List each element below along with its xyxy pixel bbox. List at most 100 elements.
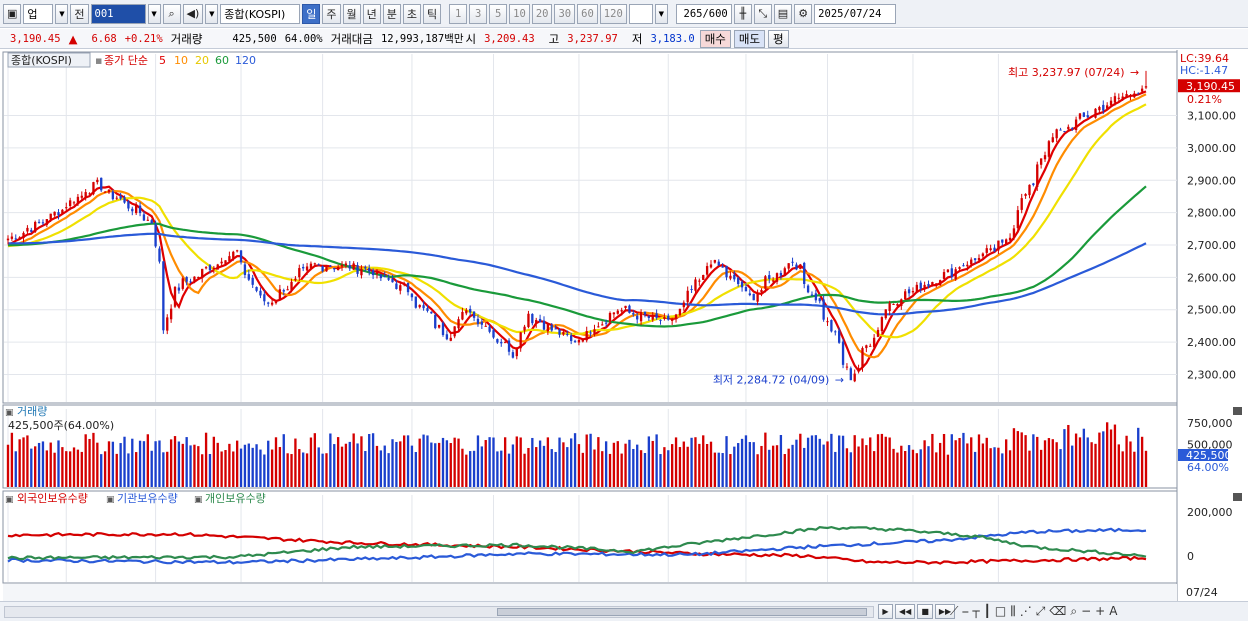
box-tool-icon[interactable]: □ bbox=[994, 604, 1007, 618]
candle-body bbox=[402, 283, 406, 285]
period-month-tab[interactable]: 월 bbox=[342, 3, 361, 24]
line-tool-icon[interactable]: ⟋ bbox=[950, 604, 959, 618]
candle-body bbox=[670, 319, 674, 321]
volume-bar bbox=[127, 453, 130, 487]
minute-option-30[interactable]: 30 bbox=[554, 3, 576, 24]
fast-forward-icon[interactable]: ▶▶ bbox=[934, 604, 956, 619]
index-code-input[interactable]: 001 bbox=[90, 3, 146, 24]
candle-body bbox=[834, 331, 837, 333]
period-day-tab[interactable]: 일 bbox=[302, 3, 321, 24]
volume-close-icon[interactable] bbox=[1233, 407, 1242, 415]
price-panel-frame bbox=[2, 51, 1178, 404]
volume-bar bbox=[177, 441, 181, 487]
date-input[interactable]: 2025/07/24 bbox=[814, 3, 897, 24]
trend-tool-icon[interactable]: ⎯ bbox=[962, 604, 969, 618]
period-week-tab[interactable]: 주 bbox=[322, 3, 341, 24]
speaker-icon[interactable]: ◀) bbox=[182, 3, 204, 24]
period-year-tab[interactable]: 년 bbox=[362, 3, 381, 24]
candle-body bbox=[993, 247, 996, 252]
candle-type-icon[interactable]: ╫ bbox=[733, 3, 752, 24]
stop-icon[interactable]: ■ bbox=[917, 604, 933, 619]
candle-body bbox=[406, 282, 410, 293]
volume-bar bbox=[135, 452, 138, 487]
volume-bar bbox=[100, 454, 103, 487]
volume-bar bbox=[845, 448, 849, 487]
scrollbar-thumb[interactable] bbox=[497, 608, 867, 616]
volume-bar bbox=[1051, 439, 1054, 487]
zoom-in-icon[interactable]: + bbox=[1095, 604, 1106, 618]
sell-button[interactable]: 매도 bbox=[733, 29, 766, 48]
candle-body bbox=[581, 339, 584, 342]
minute-option-120[interactable]: 120 bbox=[599, 3, 627, 24]
market-type-dropdown-icon[interactable]: ▼ bbox=[55, 3, 69, 24]
buy-button[interactable]: 매수 bbox=[699, 29, 731, 48]
market-type-select[interactable]: 업 bbox=[23, 3, 54, 24]
volume-bar bbox=[278, 447, 282, 487]
hline-tool-icon[interactable]: ┬ bbox=[972, 604, 980, 618]
scroll-right-icon[interactable]: ▶ bbox=[878, 604, 893, 619]
holdings-close-icon[interactable] bbox=[1233, 493, 1242, 501]
minute-option-10[interactable]: 10 bbox=[509, 3, 530, 24]
candle-body bbox=[57, 212, 60, 216]
zoom-icon[interactable]: ⌕ bbox=[1070, 604, 1078, 618]
volume-bar bbox=[360, 436, 363, 487]
save-icon[interactable]: ▤ bbox=[773, 3, 793, 24]
code-dropdown-icon[interactable]: ▼ bbox=[147, 3, 161, 24]
low-arrow-icon: → bbox=[835, 373, 844, 386]
chart-window-icon[interactable]: ▣ bbox=[3, 3, 22, 24]
text-tool-icon[interactable]: ⤢ bbox=[1035, 604, 1046, 618]
custom-minute-input[interactable] bbox=[628, 3, 653, 24]
minute-option-1[interactable]: 1 bbox=[449, 3, 468, 24]
volume-bar bbox=[643, 453, 647, 487]
holdings-lines bbox=[7, 525, 1147, 565]
speaker-dropdown-icon[interactable]: ▼ bbox=[205, 3, 219, 24]
eval-button[interactable]: 평 bbox=[768, 29, 789, 48]
search-icon[interactable]: ⌕ bbox=[162, 3, 181, 24]
data-count-input[interactable]: 265/600 bbox=[675, 3, 732, 24]
candle-body bbox=[10, 236, 14, 239]
period-tick-tab[interactable]: 틱 bbox=[423, 3, 442, 24]
font-size-icon[interactable]: A bbox=[1109, 604, 1118, 618]
fib-tool-icon[interactable]: ⫼ bbox=[1010, 604, 1016, 618]
channel-tool-icon[interactable]: ⋰ bbox=[1019, 604, 1032, 618]
volume-bar bbox=[667, 450, 670, 487]
minute-option-20[interactable]: 20 bbox=[531, 3, 553, 24]
custom-minute-dropdown-icon[interactable]: ▼ bbox=[654, 3, 668, 24]
volume-bar bbox=[243, 444, 247, 487]
period-second-tab[interactable]: 초 bbox=[402, 3, 422, 24]
volume-bar bbox=[1047, 438, 1051, 487]
candle-body bbox=[740, 281, 744, 288]
minute-option-5[interactable]: 5 bbox=[489, 3, 508, 24]
volume-bar bbox=[492, 437, 495, 487]
volume-bar bbox=[861, 438, 864, 487]
draw-tool-icon[interactable]: ⤡ bbox=[753, 3, 772, 24]
volume-bar bbox=[80, 451, 83, 487]
chart-svg[interactable]: 2,300.00 2,400.00 2,500.00 2,600.00 2,700.00… bbox=[0, 50, 1248, 603]
candle-body bbox=[884, 309, 887, 319]
minute-option-60[interactable]: 60 bbox=[577, 3, 598, 24]
chart-area[interactable]: 2,300.00 2,400.00 2,500.00 2,600.00 2,700.00… bbox=[0, 50, 1248, 603]
volume-bar bbox=[1140, 436, 1144, 487]
minute-option-3[interactable]: 3 bbox=[469, 3, 488, 24]
candle-body bbox=[1001, 239, 1004, 243]
zoom-out-icon[interactable]: − bbox=[1081, 604, 1092, 618]
period-minute-tab[interactable]: 분 bbox=[382, 3, 401, 24]
rewind-icon[interactable]: ◀◀ bbox=[895, 604, 916, 619]
volume-bar bbox=[457, 438, 460, 487]
volume-bar bbox=[1001, 453, 1004, 487]
change-value: 6.68 bbox=[91, 32, 117, 45]
price-tick-label: 2,600.00 bbox=[1187, 271, 1236, 284]
chart-scrollbar[interactable] bbox=[4, 606, 874, 618]
volume-bar bbox=[220, 451, 223, 487]
price-tick-label: 2,300.00 bbox=[1187, 368, 1236, 381]
candle-body bbox=[181, 278, 184, 289]
eraser-icon[interactable]: ⌫ bbox=[1049, 604, 1067, 618]
candle-body bbox=[729, 275, 732, 279]
volume-bar bbox=[562, 442, 565, 487]
candle-body bbox=[208, 265, 212, 271]
gear-icon[interactable]: ⚙ bbox=[794, 3, 813, 24]
prev-button[interactable]: 전 bbox=[70, 3, 89, 24]
vline-tool-icon[interactable]: ┃ bbox=[983, 604, 991, 618]
volume-bar bbox=[958, 437, 961, 487]
low-value: 3,183.0 bbox=[650, 32, 695, 45]
